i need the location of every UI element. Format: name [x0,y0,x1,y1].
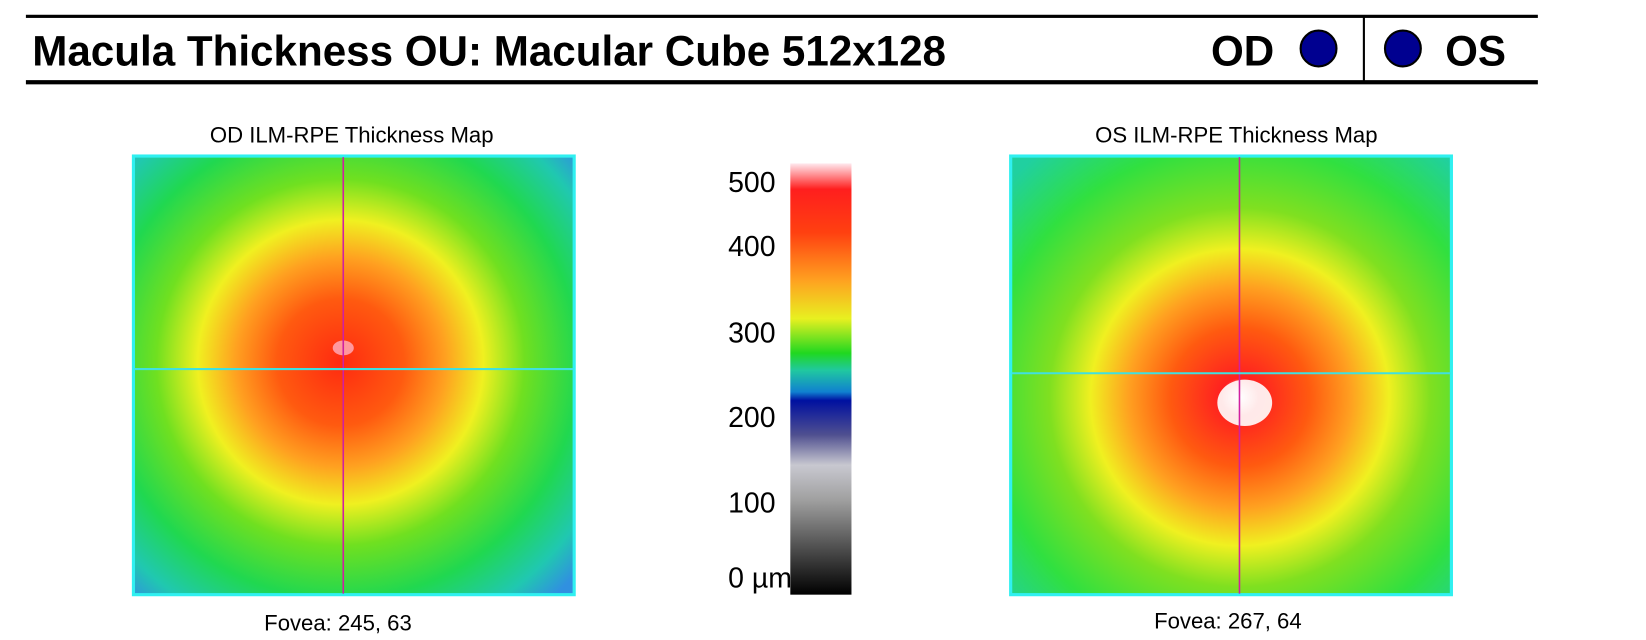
od-indicator [1299,29,1338,68]
od-map-title: OD ILM-RPE Thickness Map [210,122,494,147]
report-title: Macula Thickness OU: Macular Cube 512x12… [32,27,946,74]
os-map-title: OS ILM-RPE Thickness Map [1095,122,1377,147]
scale-label: 0 µm [728,562,792,594]
header-separator [1362,16,1365,83]
os-indicator [1383,29,1422,68]
scale-label: 100 [728,487,775,519]
scale-label: 500 [728,167,775,199]
os-label: OS [1445,27,1506,74]
color-scale-bar [790,163,852,595]
os-fovea-spot [1217,379,1273,426]
scale-label: 400 [728,231,775,263]
scale-label: 300 [728,318,775,350]
scale-label: 200 [728,402,775,434]
od-label: OD [1211,27,1274,74]
os-fovea: Fovea: 267, 64 [1154,608,1302,633]
od-fovea: Fovea: 245, 63 [264,611,412,636]
header-bottom-rule [25,80,1538,85]
od-thickness-map [131,154,576,597]
os-thickness-map [1009,154,1453,597]
header-top-rule [25,14,1538,18]
